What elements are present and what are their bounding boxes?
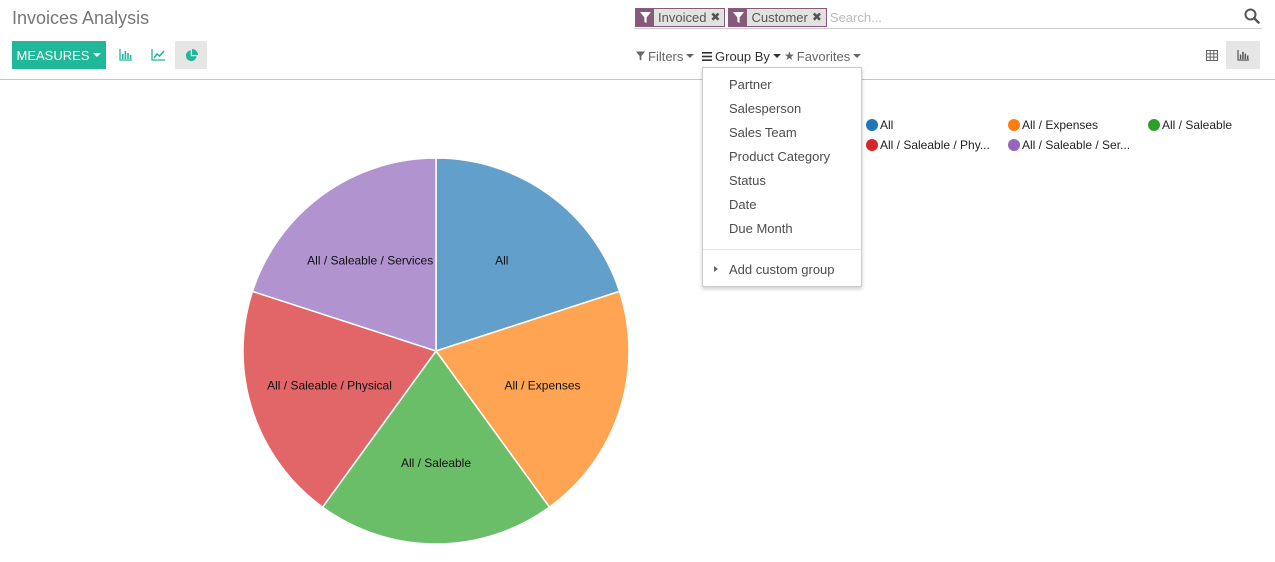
caret-down-icon: [853, 54, 862, 58]
search-facet[interactable]: Invoiced ✖: [635, 7, 726, 27]
line-chart-button[interactable]: [142, 41, 174, 69]
control-panel-divider: [0, 79, 1275, 80]
bar-chart-icon: [119, 49, 132, 61]
groupby-option-status[interactable]: Status: [729, 173, 766, 188]
legend-item[interactable]: All / Saleable / Phy...: [866, 137, 990, 153]
star-icon: ★: [784, 49, 795, 63]
facet-label: Invoiced: [654, 8, 711, 26]
legend-item[interactable]: All: [866, 117, 893, 133]
table-icon: [1206, 49, 1218, 61]
legend-swatch: [1008, 119, 1020, 131]
pie-chart-icon: [185, 48, 198, 61]
legend-item[interactable]: All / Saleable / Ser...: [1008, 137, 1130, 153]
bar-chart-button[interactable]: [110, 41, 142, 69]
filters-label: Filters: [648, 48, 684, 64]
pie-slice[interactable]: [251, 157, 437, 353]
group-by-label: Group By: [715, 48, 770, 64]
search-input[interactable]: [829, 7, 1244, 27]
remove-facet-icon[interactable]: ✖: [811, 8, 826, 26]
groupby-option-product-category[interactable]: Product Category: [729, 149, 831, 164]
pie-slice[interactable]: [242, 290, 438, 509]
legend-label: All / Expenses: [1022, 118, 1099, 132]
legend-item[interactable]: All / Expenses: [1008, 117, 1098, 133]
pie-slice-label: All: [495, 253, 508, 267]
legend-swatch: [866, 119, 878, 131]
caret-down-icon: [93, 53, 102, 57]
measures-button[interactable]: MEASURES: [12, 41, 106, 69]
add-custom-group-toggle[interactable]: Add custom group: [729, 262, 835, 277]
filter-icon: [636, 8, 654, 26]
graph-view-button[interactable]: [1226, 41, 1260, 69]
pie-slice-label: All / Saleable / Physical: [267, 379, 392, 393]
search-icon[interactable]: [1244, 8, 1262, 26]
group-by-dropdown: Partner Salesperson Sales Team Product C…: [702, 67, 862, 287]
remove-facet-icon[interactable]: ✖: [710, 8, 725, 26]
page-title: Invoices Analysis: [12, 8, 150, 28]
pie-slice[interactable]: [435, 157, 621, 353]
group-by-button[interactable]: Group By: [702, 48, 781, 64]
legend-label: All / Saleable: [1162, 118, 1233, 132]
legend-label: All: [880, 118, 894, 132]
filter-icon: [636, 51, 645, 61]
legend-swatch: [1148, 119, 1160, 131]
groupby-option-sales-team[interactable]: Sales Team: [729, 125, 797, 140]
pie-slice-label: All / Expenses: [504, 379, 580, 393]
search-bar: Invoiced ✖ Customer ✖: [635, 6, 1262, 29]
pie-slice[interactable]: [321, 349, 551, 545]
groupby-option-date[interactable]: Date: [729, 197, 757, 212]
pie-slice-label: All / Saleable / Services: [307, 253, 433, 267]
line-chart-icon: [150, 49, 165, 61]
pivot-view-button[interactable]: [1195, 41, 1229, 69]
filter-icon: [729, 8, 748, 26]
legend-item[interactable]: All / Saleable: [1148, 117, 1232, 133]
filters-button[interactable]: Filters: [636, 48, 695, 64]
search-facet[interactable]: Customer ✖: [728, 7, 827, 27]
bars-icon: [702, 51, 712, 61]
dropdown-divider: [703, 249, 861, 250]
favorites-label: Favorites: [796, 48, 851, 64]
pie-slice[interactable]: [434, 290, 630, 509]
groupby-option-partner[interactable]: Partner: [729, 77, 772, 92]
legend-label: All / Saleable / Ser...: [1022, 138, 1131, 152]
caret-right-icon: [714, 266, 718, 272]
pie-slice-label: All / Saleable: [401, 456, 471, 470]
measures-label: MEASURES: [16, 47, 90, 63]
favorites-button[interactable]: ★ Favorites: [784, 48, 862, 64]
caret-down-icon: [686, 54, 695, 58]
legend-label: All / Saleable / Phy...: [880, 138, 990, 152]
facet-label: Customer: [747, 8, 812, 26]
groupby-option-salesperson[interactable]: Salesperson: [729, 101, 802, 116]
bar-chart-icon: [1236, 49, 1249, 61]
caret-down-icon: [772, 54, 781, 58]
legend-swatch: [866, 139, 878, 151]
legend-swatch: [1008, 139, 1020, 151]
pie-chart-button[interactable]: [175, 41, 207, 69]
groupby-option-due-month[interactable]: Due Month: [729, 221, 793, 236]
